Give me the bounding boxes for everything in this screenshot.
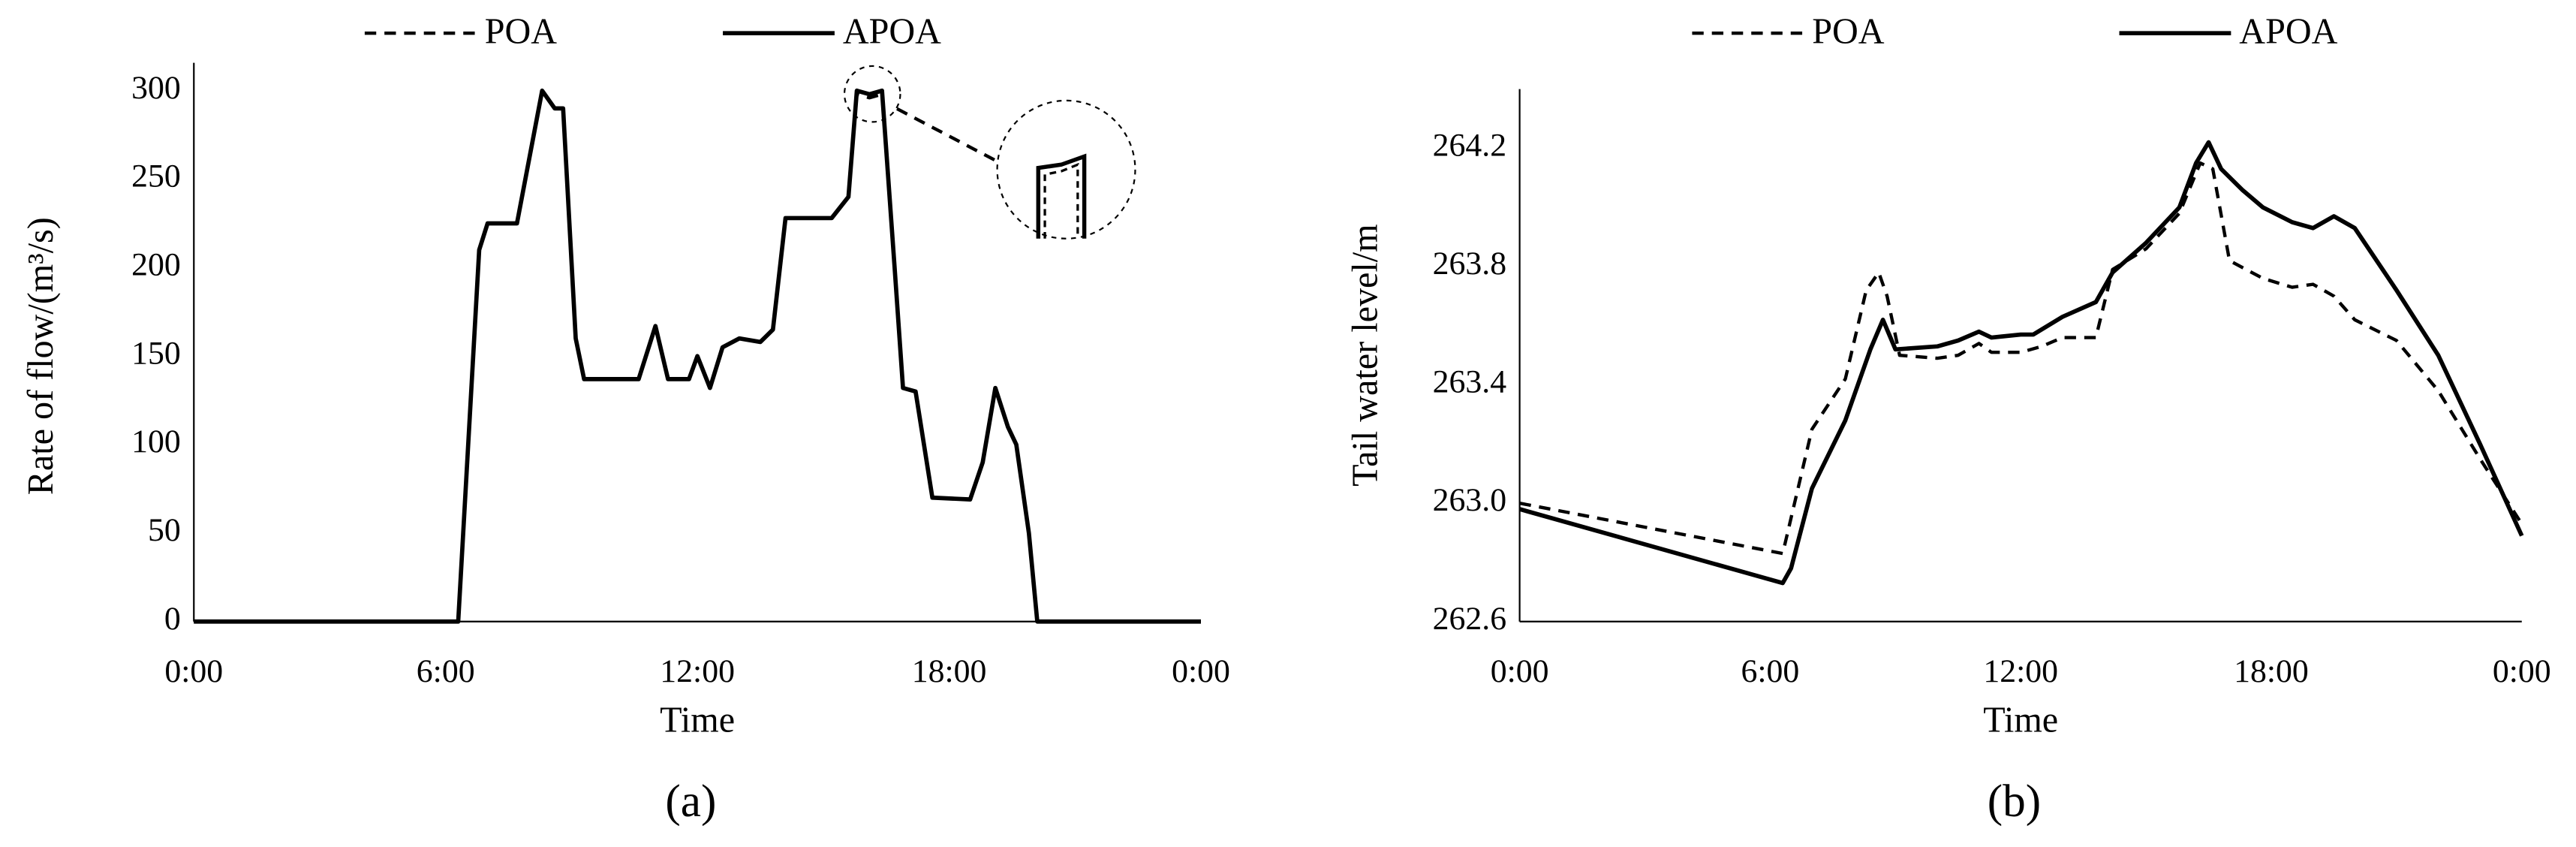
x-tick-label: 6:00 [1741, 653, 1799, 689]
x-tick-label: 12:00 [660, 653, 735, 689]
x-tick-label: 6:00 [417, 653, 475, 689]
y-axis-title: Tail water level/m [1345, 224, 1385, 487]
x-tick-label: 0:00 [164, 653, 223, 689]
series-line [1519, 161, 2523, 556]
panel-label: (b) [1988, 776, 2041, 827]
x-tick-label: 0:00 [1491, 653, 1549, 689]
y-tick-label: 100 [131, 424, 181, 460]
y-tick-label: 263.4 [1433, 364, 1507, 400]
x-tick-label: 0:00 [1172, 653, 1230, 689]
y-tick-label: 262.6 [1433, 601, 1506, 637]
zoom-callout [843, 65, 1136, 240]
zoom-poa [1043, 162, 1079, 239]
legend-label: POA [485, 11, 558, 51]
x-tick-label: 12:00 [1983, 653, 2058, 689]
y-tick-label: 263.0 [1433, 482, 1506, 518]
y-tick-label: 0 [164, 601, 181, 637]
y-tick-label: 250 [131, 158, 181, 194]
y-tick-label: 50 [148, 512, 181, 548]
x-tick-label: 18:00 [912, 653, 987, 689]
y-tick-label: 300 [131, 70, 181, 106]
series-line [1518, 140, 2524, 586]
y-tick-label: 264.2 [1433, 127, 1506, 163]
zoom-small-circle [843, 65, 901, 123]
zoom-large-circle [996, 99, 1136, 240]
panel-label: (a) [665, 776, 716, 827]
legend-label: APOA [843, 11, 941, 51]
legend-label: POA [1812, 11, 1885, 51]
y-axis-title: Rate of flow/(m³/s) [21, 217, 61, 495]
x-axis-title: Time [1983, 700, 2058, 740]
y-tick-label: 263.8 [1433, 246, 1506, 282]
y-tick-label: 150 [131, 335, 181, 371]
x-tick-label: 0:00 [2493, 653, 2551, 689]
legend-label: APOA [2239, 11, 2337, 51]
series-line [194, 88, 1201, 624]
x-axis-title: Time [660, 700, 735, 740]
x-tick-label: 18:00 [2234, 653, 2309, 689]
zoom-apoa [1036, 153, 1087, 239]
y-tick-label: 200 [131, 246, 181, 282]
